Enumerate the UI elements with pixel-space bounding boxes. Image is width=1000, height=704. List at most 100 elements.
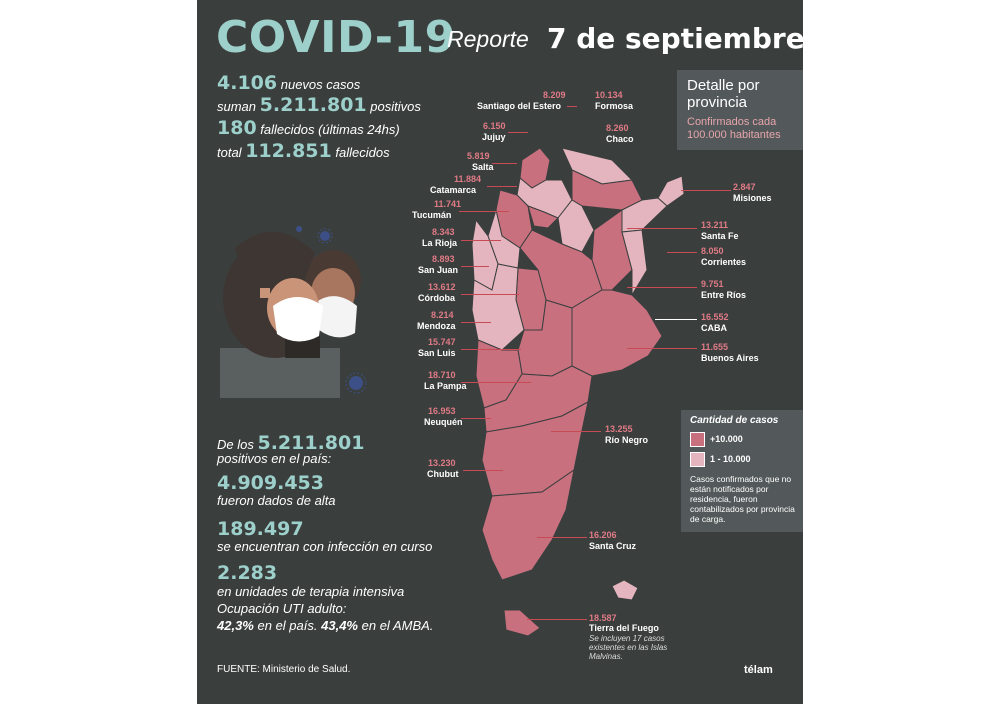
total-positive-value: 5.211.801 [259,94,367,116]
province-value: 13.255 [605,424,633,434]
province-value: 2.847 [733,182,756,192]
suman-label: suman [217,99,257,114]
report-date: 7 de septiembre [547,22,803,55]
summary-total-value: 5.211.801 [257,432,365,454]
province-value: 8.343 [432,227,455,237]
new-cases-label: nuevos casos [280,77,361,92]
argentina-map [471,147,685,637]
province-value: 8.260 [606,123,629,133]
leader-line [537,537,587,538]
amba-pct: 43,4% [321,618,358,633]
total-deaths-line: total 112.851 fallecidos [217,140,390,162]
leader-line [667,252,697,253]
detail-box [677,70,803,150]
leader-line [627,287,697,288]
province-value: 13.211 [701,220,729,230]
province-value: 11.655 [701,342,729,352]
leader-line [461,266,489,267]
province-name: Buenos Aires [701,353,759,363]
province-value: 18.587 [589,613,617,623]
province-name: Tucumán [412,210,452,220]
leader-line [551,431,601,432]
leader-line [527,619,587,620]
total-label: total [217,145,242,160]
province-value: 13.230 [428,458,456,468]
province-name: Chaco [606,134,634,144]
province-value: 16.206 [589,530,617,540]
province-name: CABA [701,323,727,333]
province-mendoza [471,263,525,351]
province-name: La Rioja [422,238,458,248]
de-los-label: De los [217,437,254,452]
amba-label: en el AMBA. [361,618,434,633]
province-name: Tierra del Fuego [589,623,659,633]
report-label: Reporte [447,26,529,52]
province-value: 15.747 [428,337,456,347]
masked-people-illustration [220,231,361,398]
province-name: Santiago del Estero [477,101,562,111]
deaths-label: fallecidos (últimas 24hs) [260,122,400,137]
leader-line [461,240,501,241]
legend-high-label: +10.000 [710,434,743,444]
leader-line [461,294,519,295]
province-value: 5.819 [467,151,490,161]
leader-line [461,349,521,350]
province-value: 9.751 [701,279,724,289]
province-value: 10.134 [595,90,623,100]
total-deaths-value: 112.851 [245,140,332,162]
province-name: Entre Ríos [701,290,747,300]
province-value: 6.150 [483,121,506,131]
uti-label: en unidades de terapia intensiva [217,584,405,599]
positivos-pais-label: positivos en el país: [217,451,332,466]
province-name: Córdoba [418,293,455,303]
brand-logo: télam [744,664,773,676]
deaths-value: 180 [217,117,257,139]
province-buenos-aires [571,289,663,377]
province-value: 11.884 [454,174,482,184]
province-value: 16.953 [428,406,456,416]
leader-line [459,211,509,212]
province-name: Neuquén [424,417,463,427]
leader-line [463,470,503,471]
province-value: 8.209 [543,90,566,100]
province-name: Río Negro [605,435,649,445]
legend-low-label: 1 - 10.000 [710,454,751,464]
legend-swatch-high [690,432,705,447]
leader-line [461,322,491,323]
province-name: San Juan [418,265,459,275]
province-value: 8.050 [701,246,724,256]
total-positive-line: suman 5.211.801 positivos [217,94,421,116]
province-santa-cruz [481,468,575,581]
province-tucuman [527,205,559,229]
positivos-label: positivos [370,99,421,114]
legend-box [681,410,803,532]
province-name: Salta [472,162,494,172]
pais-pct: 42,3% [217,618,254,633]
curso-label: se encuentran con infección en curso [217,539,433,554]
legend-swatch-low [690,452,705,467]
leader-line [627,348,697,349]
province-value: 16.552 [701,312,729,322]
province-misiones [657,175,685,207]
virus-icon [345,372,367,394]
new-cases-line: 4.106 nuevos casos [217,72,360,94]
province-name: Formosa [595,101,634,111]
fallecidos-label: fallecidos [335,145,390,160]
infographic-poster: COVID-19 Reporte 7 de septiembre 4.106 n… [197,0,803,704]
leader-line [567,106,577,107]
detail-title: Detalle por provincia [687,77,760,111]
alta-label: fueron dados de alta [217,493,336,508]
new-cases-value: 4.106 [217,72,278,94]
malvinas-note: Se incluyen 17 casos existentes en las I… [589,634,668,661]
alta-value: 4.909.453 [217,472,324,494]
province-name: La Pampa [424,381,467,391]
province-value: 8.893 [432,254,455,264]
legend-title: Cantidad de casos [690,415,779,426]
province-name: Corrientes [701,257,747,267]
leader-line [492,163,517,164]
summary-intro: De los 5.211.801 [217,432,364,454]
leader-line [681,190,731,191]
deaths-line: 180 fallecidos (últimas 24hs) [217,117,400,139]
curso-value: 189.497 [217,518,304,540]
leader-line [627,228,697,229]
